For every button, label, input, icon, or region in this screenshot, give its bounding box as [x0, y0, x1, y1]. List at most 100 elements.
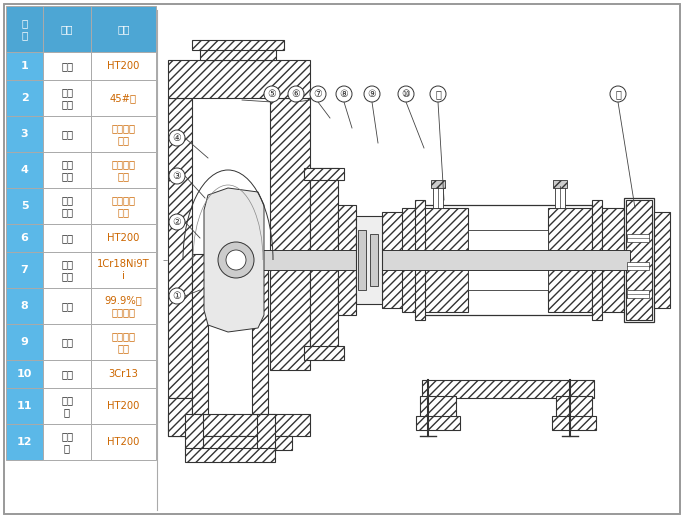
Bar [6, 360, 43, 388]
Bar [552, 416, 596, 430]
Bar [190, 436, 292, 450]
Bar [627, 290, 649, 298]
Bar [627, 262, 649, 270]
Text: ⑪: ⑪ [435, 89, 441, 99]
Circle shape [169, 168, 185, 184]
Bar [416, 416, 460, 430]
Text: 45#钢: 45#钢 [110, 93, 137, 103]
Circle shape [398, 86, 414, 102]
Text: 9: 9 [21, 337, 29, 347]
Bar [624, 198, 654, 322]
Text: 聚全氟乙
丙烯: 聚全氟乙 丙烯 [111, 195, 135, 217]
Text: 聚全氟乙
丙烯: 聚全氟乙 丙烯 [111, 159, 135, 181]
Bar [356, 216, 382, 304]
Circle shape [169, 214, 185, 230]
Bar [91, 188, 156, 224]
Bar [252, 254, 268, 414]
Text: 泵盖
衬里: 泵盖 衬里 [61, 195, 73, 217]
Text: 1Cr18Ni9T
i: 1Cr18Ni9T i [97, 259, 150, 281]
Bar [602, 208, 626, 312]
Bar [43, 224, 91, 252]
Bar [91, 6, 156, 52]
Text: 动环: 动环 [61, 337, 73, 347]
Circle shape [288, 86, 304, 102]
Bar [91, 388, 156, 424]
Bar [192, 40, 284, 50]
Bar [6, 288, 43, 324]
Text: ⑧: ⑧ [340, 89, 348, 99]
Bar [433, 186, 443, 208]
Text: 叶轮
骨架: 叶轮 骨架 [61, 87, 73, 109]
Text: 材质: 材质 [117, 24, 130, 34]
Bar [555, 186, 565, 208]
Bar [6, 252, 43, 288]
Text: 5: 5 [21, 201, 28, 211]
Text: 3: 3 [21, 129, 28, 139]
Circle shape [336, 86, 352, 102]
Text: 99.9%氧
化铝陶瓷: 99.9%氧 化铝陶瓷 [105, 295, 142, 317]
Bar [168, 398, 192, 436]
Bar [654, 212, 670, 308]
Bar [553, 180, 567, 188]
Bar [270, 98, 310, 370]
Bar [91, 224, 156, 252]
Bar [592, 200, 602, 320]
Bar [43, 324, 91, 360]
Bar [6, 424, 43, 460]
Bar [91, 360, 156, 388]
Text: ②: ② [172, 217, 181, 227]
Text: 序
号: 序 号 [21, 18, 27, 40]
Bar [338, 205, 356, 315]
Bar [43, 360, 91, 388]
Bar [43, 188, 91, 224]
Bar [43, 388, 91, 424]
Circle shape [226, 250, 246, 270]
Text: 泵体: 泵体 [61, 61, 73, 71]
Text: ⑤: ⑤ [267, 89, 276, 99]
Bar [627, 234, 649, 242]
Bar [626, 200, 652, 320]
Bar [402, 208, 422, 312]
Bar [91, 152, 156, 188]
Bar [43, 80, 91, 116]
Text: 静环: 静环 [61, 301, 73, 311]
Text: HT200: HT200 [107, 61, 140, 71]
Text: 4: 4 [21, 165, 29, 175]
Text: 填充四氟
乙烯: 填充四氟 乙烯 [111, 331, 135, 353]
Bar [6, 152, 43, 188]
Bar [257, 414, 275, 450]
Bar [422, 205, 592, 315]
Bar [6, 188, 43, 224]
Text: HT200: HT200 [107, 233, 140, 243]
Text: ⑦: ⑦ [314, 89, 322, 99]
Text: 聚全氟乙
丙烯: 聚全氟乙 丙烯 [111, 123, 135, 145]
Text: 6: 6 [21, 233, 29, 243]
Bar [304, 168, 344, 180]
Bar [6, 388, 43, 424]
Text: 泵体
衬里: 泵体 衬里 [61, 159, 73, 181]
Bar [43, 252, 91, 288]
Bar [6, 80, 43, 116]
Bar [6, 52, 43, 80]
Circle shape [364, 86, 380, 102]
Bar [43, 6, 91, 52]
Circle shape [169, 288, 185, 304]
Bar [91, 52, 156, 80]
Bar [238, 250, 630, 270]
Bar [91, 116, 156, 152]
Bar [382, 212, 404, 308]
Bar [200, 46, 276, 60]
Text: ④: ④ [172, 133, 181, 143]
Bar [43, 288, 91, 324]
Text: 7: 7 [21, 265, 28, 275]
Bar [304, 346, 344, 360]
Circle shape [430, 86, 446, 102]
Bar [420, 396, 456, 418]
Circle shape [218, 242, 254, 278]
Bar [415, 200, 425, 320]
Text: ①: ① [172, 291, 181, 301]
Circle shape [610, 86, 626, 102]
Circle shape [264, 86, 280, 102]
Text: 叶轮: 叶轮 [61, 129, 73, 139]
Bar [168, 414, 310, 436]
